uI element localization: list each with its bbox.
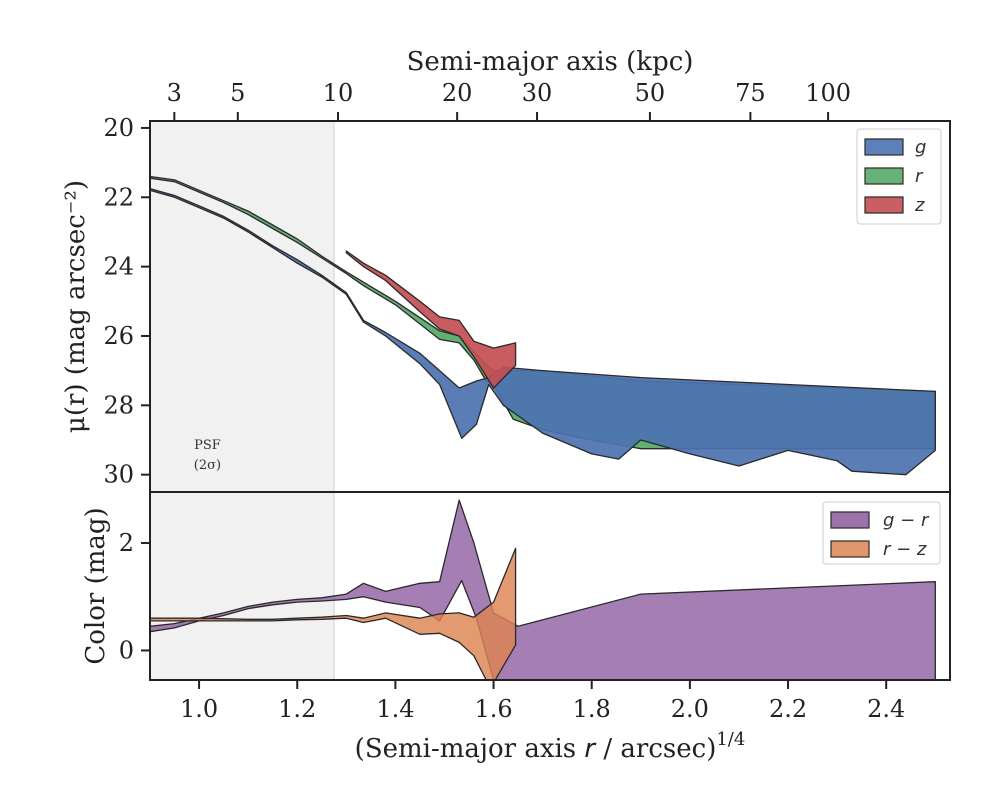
x-tick-label: 1.8 <box>573 695 611 723</box>
y-tick-label: 30 <box>103 461 134 489</box>
band-z <box>345 250 517 389</box>
x-tick-label: 1.0 <box>180 695 218 723</box>
band-gr <box>150 499 936 680</box>
legend-label: z <box>914 195 925 216</box>
top-x-tick-label: 10 <box>323 79 354 107</box>
band-g <box>150 187 936 476</box>
y-axis-title-color: Color (mag) <box>81 507 111 664</box>
top-x-tick-label: 100 <box>805 79 851 107</box>
top-x-axis-title: Semi-major axis (kpc) <box>407 47 694 77</box>
bottom-panel-frame <box>149 491 951 681</box>
legend-swatch <box>830 540 870 558</box>
top-x-tick-label: 3 <box>167 79 182 107</box>
psf-shaded-region <box>150 121 335 492</box>
y-tick-label: 22 <box>103 183 134 211</box>
x-tick-label: 1.6 <box>474 695 512 723</box>
legend-bands: grz <box>856 128 942 225</box>
psf-label-sigma: (2σ) <box>194 458 221 473</box>
top-x-tick-label: 75 <box>735 79 766 107</box>
legend-swatch <box>864 167 904 185</box>
legend-swatch <box>830 511 870 529</box>
y-tick-label: 24 <box>103 253 134 281</box>
y-tick-label: 20 <box>103 114 134 142</box>
x-tick-label: 2.4 <box>867 695 905 723</box>
legend-swatch <box>864 196 904 214</box>
y-tick-label: 2 <box>119 529 134 557</box>
x-tick-label: 2.2 <box>769 695 807 723</box>
top-x-tick-label: 5 <box>230 79 245 107</box>
y-tick-label: 0 <box>119 636 134 664</box>
y-axis-title-surface-brightness: μ(r) (mag arcsec⁻²) <box>61 180 91 433</box>
top-x-tick-label: 30 <box>522 79 553 107</box>
psf-label: PSF <box>194 438 221 453</box>
x-tick-label: 1.4 <box>376 695 414 723</box>
psf-shaded-region <box>150 492 335 680</box>
surface-brightness-series <box>150 175 936 476</box>
legend-label: g <box>915 137 926 158</box>
x-axis-title: (Semi-major axis r / arcsec)1/4 <box>355 729 746 764</box>
top-x-tick-label: 50 <box>635 79 666 107</box>
legend-label: r <box>915 166 924 187</box>
x-tick-label: 2.0 <box>671 695 709 723</box>
y-tick-label: 26 <box>103 322 134 350</box>
legend-colors: g − r r − z <box>822 501 941 565</box>
legend-swatch <box>864 138 904 156</box>
legend-label: r − z <box>883 539 927 560</box>
color-series <box>150 499 936 680</box>
band-rz <box>150 547 517 680</box>
y-tick-label: 28 <box>103 391 134 419</box>
x-tick-label: 1.2 <box>278 695 316 723</box>
legend-label: g − r <box>883 510 930 531</box>
top-x-tick-label: 20 <box>442 79 473 107</box>
